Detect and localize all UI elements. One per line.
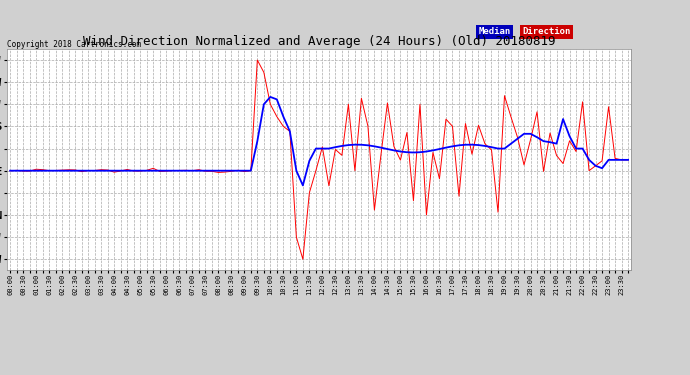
Title: Wind Direction Normalized and Average (24 Hours) (Old) 20180819: Wind Direction Normalized and Average (2… <box>83 34 555 48</box>
Text: Copyright 2018 Cartronics.com: Copyright 2018 Cartronics.com <box>7 39 141 48</box>
Text: Median: Median <box>478 27 511 36</box>
Text: Direction: Direction <box>523 27 571 36</box>
